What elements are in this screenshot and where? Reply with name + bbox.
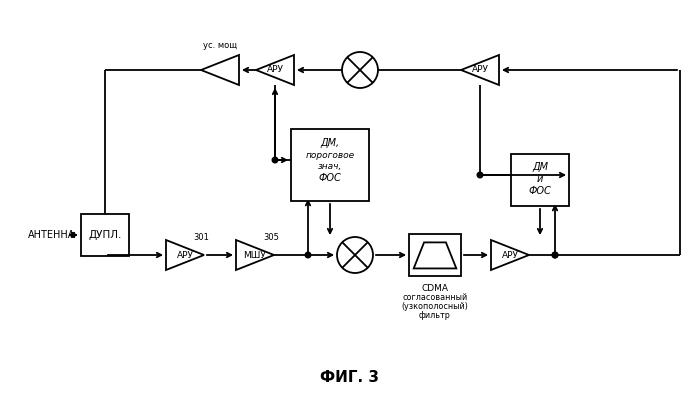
- Text: АРУ: АРУ: [177, 250, 194, 260]
- Bar: [409, 234, 461, 276]
- Text: АРУ: АРУ: [266, 66, 284, 74]
- Text: фильтр: фильтр: [419, 311, 451, 320]
- Text: пороговое: пороговое: [305, 150, 354, 160]
- Text: (узкополосный): (узкополосный): [401, 302, 468, 311]
- Circle shape: [337, 237, 373, 273]
- Polygon shape: [166, 240, 204, 270]
- Text: ФОС: ФОС: [528, 186, 552, 196]
- Polygon shape: [201, 55, 239, 85]
- Polygon shape: [461, 55, 499, 85]
- Text: 305: 305: [263, 232, 279, 242]
- Bar: [511, 154, 569, 206]
- Text: АНТЕННА: АНТЕННА: [28, 230, 75, 240]
- Text: ДМ,: ДМ,: [320, 138, 340, 148]
- Text: CDMA: CDMA: [421, 284, 449, 293]
- Circle shape: [305, 252, 311, 258]
- Text: ДУПЛ.: ДУПЛ.: [88, 230, 122, 240]
- Polygon shape: [256, 55, 294, 85]
- Circle shape: [477, 172, 483, 178]
- Bar: [291, 129, 369, 201]
- Text: ДМ: ДМ: [532, 162, 548, 172]
- Text: и: и: [537, 174, 543, 184]
- Text: ус. мощ: ус. мощ: [203, 41, 237, 50]
- Bar: [81, 214, 129, 256]
- Text: АРУ: АРУ: [501, 250, 519, 260]
- Text: 301: 301: [193, 232, 209, 242]
- Polygon shape: [414, 242, 456, 268]
- Text: знач,: знач,: [318, 162, 343, 170]
- Text: МШУ: МШУ: [243, 250, 266, 260]
- Polygon shape: [491, 240, 529, 270]
- Text: согласованный: согласованный: [403, 293, 468, 302]
- Circle shape: [552, 252, 558, 258]
- Text: АРУ: АРУ: [472, 66, 489, 74]
- Text: ФОС: ФОС: [319, 173, 341, 183]
- Circle shape: [272, 157, 278, 163]
- Circle shape: [552, 252, 558, 258]
- Text: ФИГ. 3: ФИГ. 3: [321, 370, 380, 386]
- Polygon shape: [236, 240, 274, 270]
- Circle shape: [342, 52, 378, 88]
